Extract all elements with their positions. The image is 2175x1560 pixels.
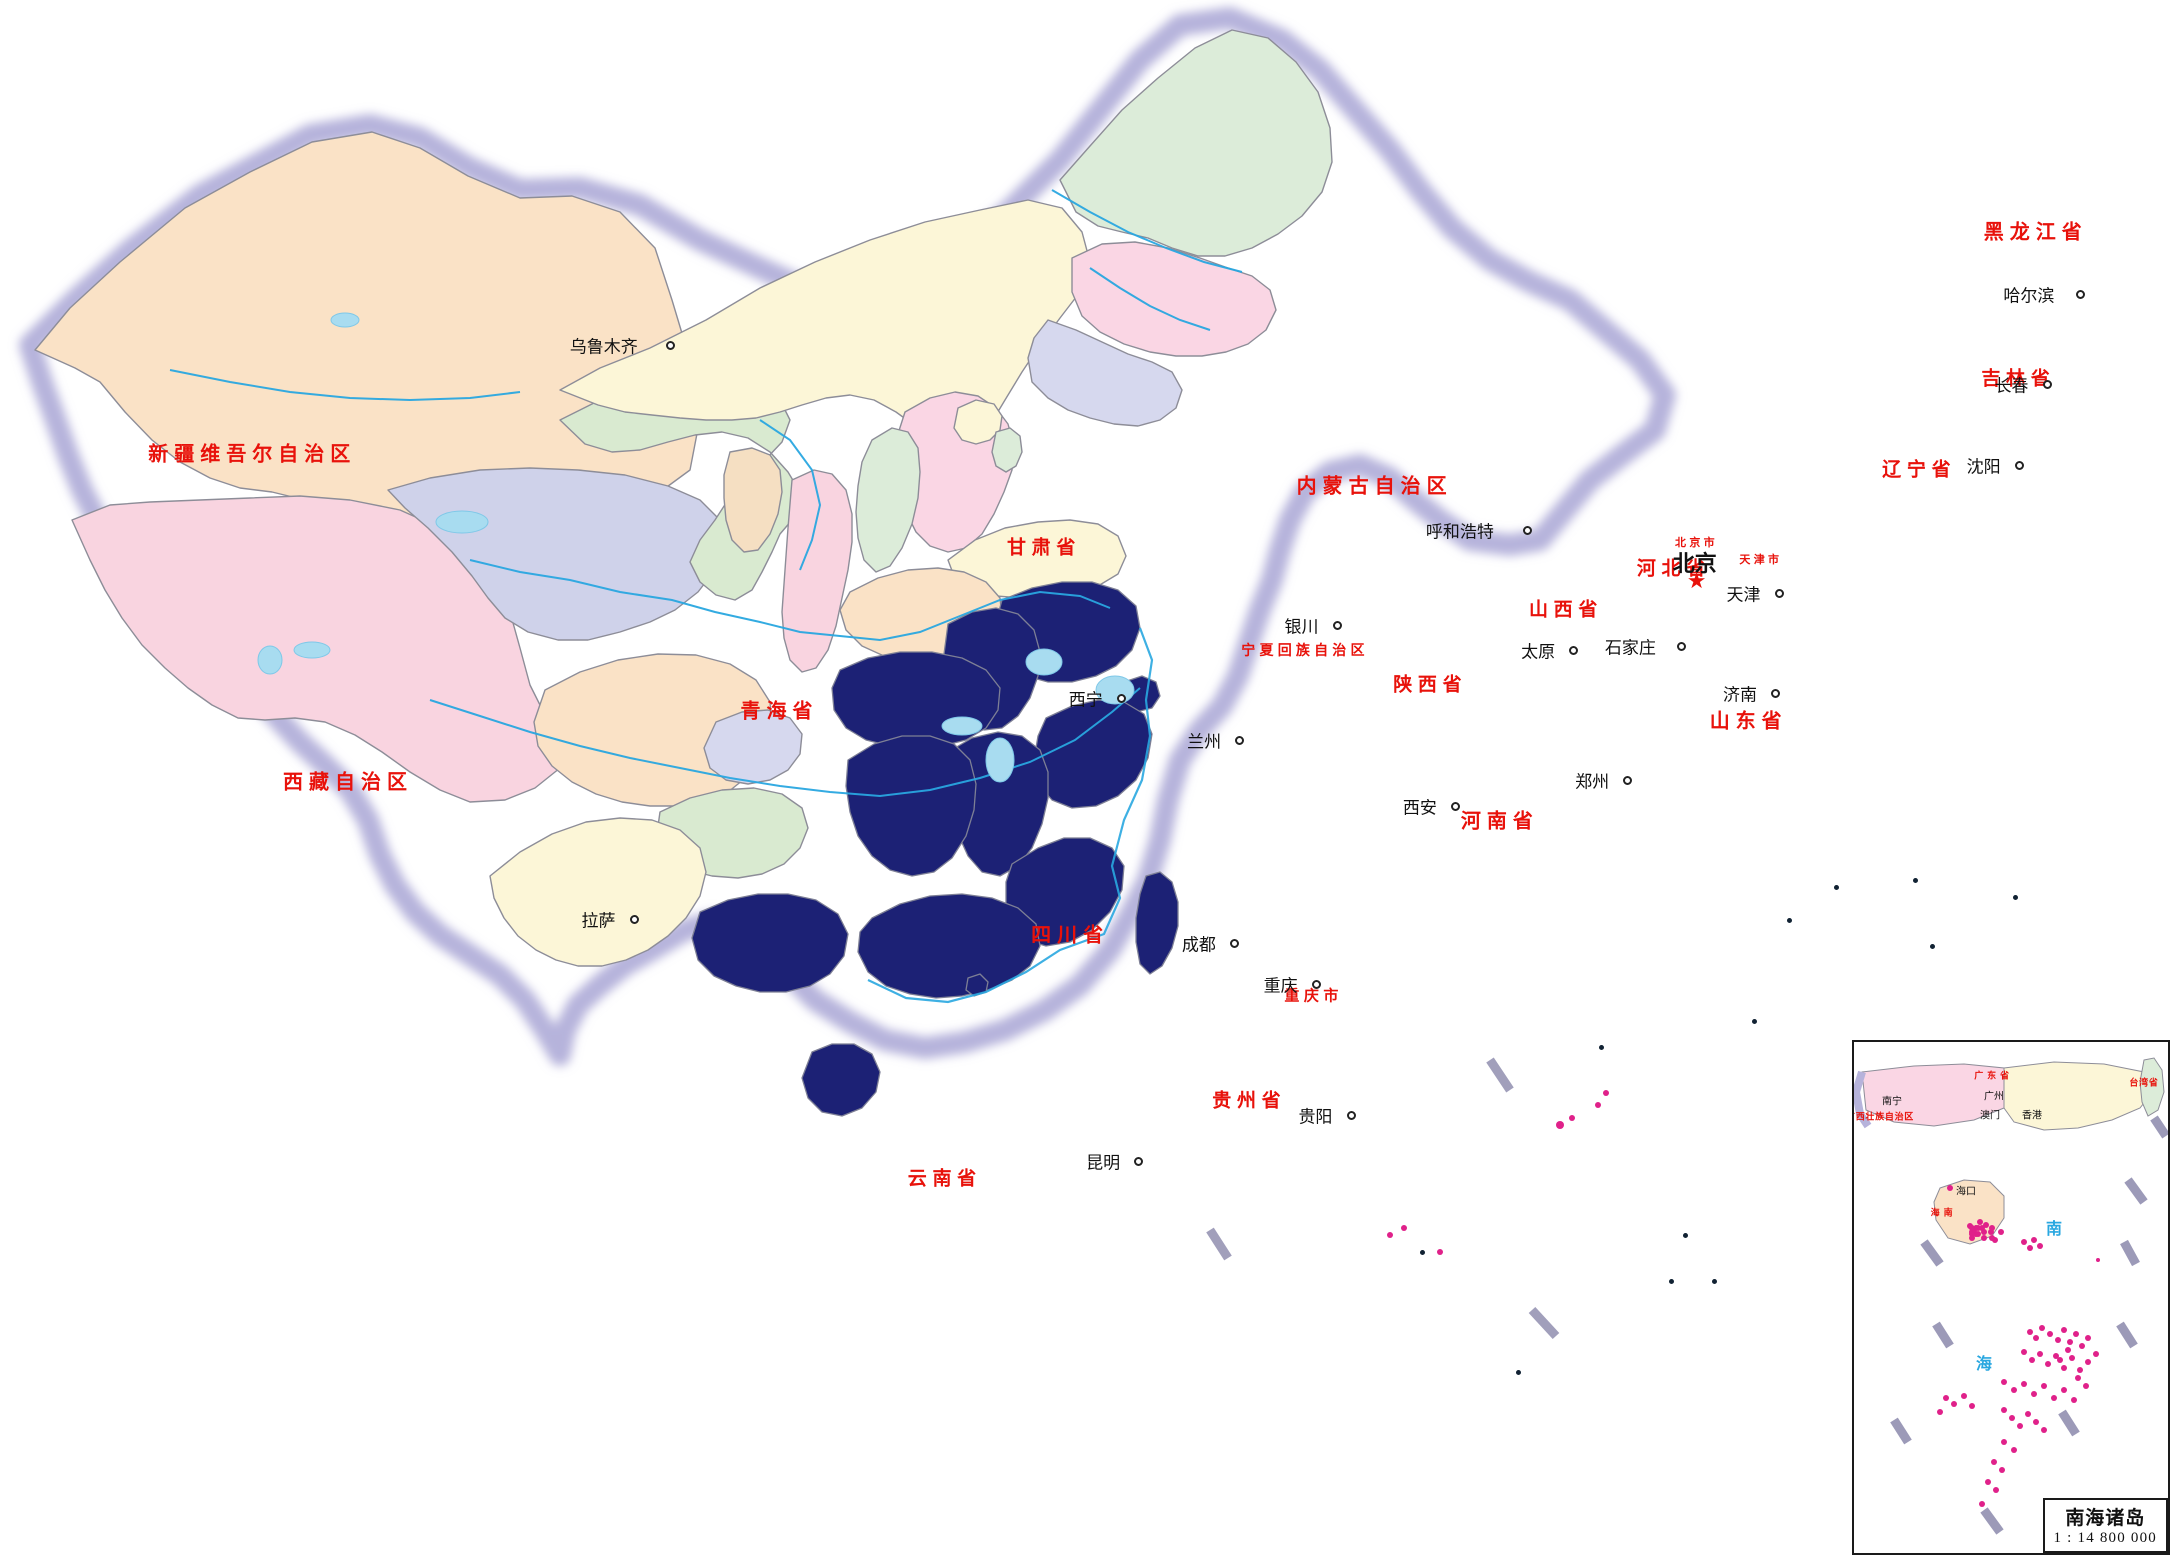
city-dot-marker [2042, 379, 2052, 389]
inset-guangxi [1861, 1063, 2005, 1127]
city-dot-marker [1677, 642, 1687, 652]
inset-guangdong [2003, 1061, 2155, 1131]
coastline-hatch [867, 627, 1154, 1004]
inset-title-text: 南海诸岛 [2065, 1508, 2146, 1529]
city-dot-marker [2075, 289, 2085, 299]
province-ningxia [723, 447, 783, 553]
province-qinghai [387, 467, 726, 641]
city-dot-marker [2014, 461, 2024, 471]
province-shanxi [855, 427, 921, 573]
province-hainan [801, 1043, 881, 1117]
south-china-sea-inset: 南宁 广西壮族自治区广 东 省广州 澳门 香港 海口海 南台湾省南海 南海诸岛 1 : … [1852, 1040, 2170, 1555]
province-liaoning [1027, 319, 1183, 427]
city-dot-marker [1569, 646, 1579, 655]
capital-star-marker: ★ [1686, 567, 1707, 593]
province-guangxi [691, 893, 849, 993]
city-dot-marker [1117, 694, 1127, 704]
lakes-layer [257, 312, 1135, 783]
city-dot-marker [1597, 1042, 1607, 1052]
inset-hainan [1933, 1179, 2005, 1245]
city-dot-marker [1750, 1016, 1760, 1026]
city-dot-marker [1927, 942, 1937, 952]
city-dot-marker [1451, 802, 1461, 811]
province-heilongjiang [1059, 29, 1333, 257]
city-dot-marker [1418, 1247, 1428, 1257]
inset-title-box: 南海诸岛 1 : 14 800 000 [2042, 1498, 2168, 1553]
city-dot-marker [1771, 688, 1781, 698]
province-jilin [1071, 241, 1277, 357]
city-dot-marker [666, 340, 676, 350]
south-china-sea-islands [1387, 1090, 1609, 1255]
city-dot-marker [629, 915, 639, 925]
province-yunnan [489, 817, 707, 967]
city-dot-marker [1666, 1276, 1676, 1286]
city-dot-marker [1134, 1156, 1144, 1166]
rivers-layer [169, 189, 1243, 798]
province-hunan [845, 735, 977, 877]
city-dot-marker [1513, 1367, 1523, 1377]
province-taiwan [1135, 871, 1179, 975]
city-dot-marker [1346, 1111, 1356, 1121]
inset-scale-text: 1 : 14 800 000 [2053, 1530, 2157, 1546]
city-dot-marker [1710, 1276, 1720, 1286]
municipality-chongqing [703, 709, 803, 785]
city-dot-marker [1235, 735, 1245, 745]
province-hubei [831, 651, 1001, 749]
city-dot-marker [1230, 938, 1240, 948]
city-dot-marker [1774, 588, 1784, 598]
province-shaanxi [781, 469, 853, 673]
city-dot-marker [1311, 980, 1321, 990]
inset-taiwan [2139, 1057, 2165, 1117]
province-guangdong [857, 893, 1041, 999]
province-zhejiang [1033, 699, 1153, 809]
nine-dash-line [1206, 1057, 1560, 1340]
city-dot-marker [1623, 776, 1633, 785]
municipality-tianjin [991, 427, 1023, 473]
highlighted-regions-layer [691, 581, 1179, 1117]
inset-base-map [1854, 1057, 2168, 1535]
city-dot-marker [1680, 1231, 1690, 1240]
city-dot-marker [1832, 882, 1842, 892]
city-dot-marker [1910, 876, 1920, 886]
provinces-layer [34, 29, 1333, 1117]
city-dot-marker [1785, 916, 1795, 926]
city-dot-marker [1332, 621, 1342, 631]
city-dot-marker [1522, 526, 1532, 536]
city-dot-marker [2011, 893, 2021, 902]
